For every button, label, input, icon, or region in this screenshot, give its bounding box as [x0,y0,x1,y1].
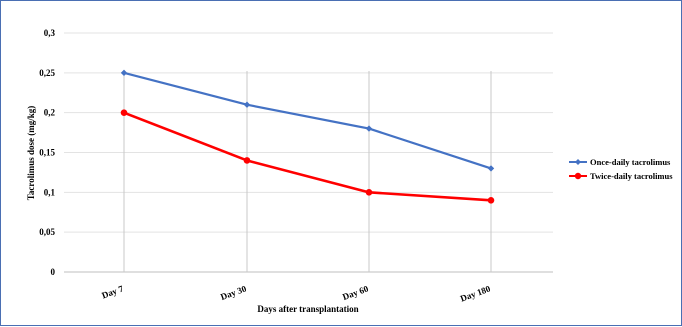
x-axis-ticks: Day 7 Day 30 Day 60 Day 180 [100,283,492,303]
legend-label: Once-daily tacrolimus [590,157,671,167]
y-tick-label: 0,15 [39,148,55,158]
category-drop-lines [123,71,492,272]
legend-label: Twice-daily tacrolimus [590,171,673,181]
data-point [120,69,128,77]
data-point [243,157,251,164]
y-axis-ticks: 0 0,05 0,1 0,15 0,2 0,25 0,3 [39,28,55,277]
series-line [123,111,492,202]
y-tick-label: 0,2 [44,108,56,118]
x-tick-label: Day 60 [341,283,370,302]
y-axis-title: Tacrolimus dose (mg/kg) [26,106,36,201]
x-axis-title: Days after transplantation [257,304,358,314]
data-point [120,109,128,116]
series-line [123,71,492,170]
x-tick-label: Day 7 [100,283,125,300]
legend-marker [574,172,582,180]
x-tick-label: Day 30 [219,283,248,302]
series-layer [120,69,495,204]
y-tick-label: 0 [51,267,56,277]
y-tick-label: 0,25 [39,68,55,78]
data-point [487,165,495,172]
legend-marker [575,159,581,165]
y-tick-label: 0,05 [39,227,55,237]
legend: Once-daily tacrolimus Twice-daily tacroli… [569,157,673,181]
gridlines [64,32,553,273]
data-point [365,125,373,132]
data-point [365,189,373,196]
x-tick-label: Day 180 [459,283,492,303]
data-point [487,197,495,204]
data-point [243,101,251,108]
y-tick-label: 0,3 [44,28,56,38]
y-tick-label: 0,1 [44,187,56,197]
